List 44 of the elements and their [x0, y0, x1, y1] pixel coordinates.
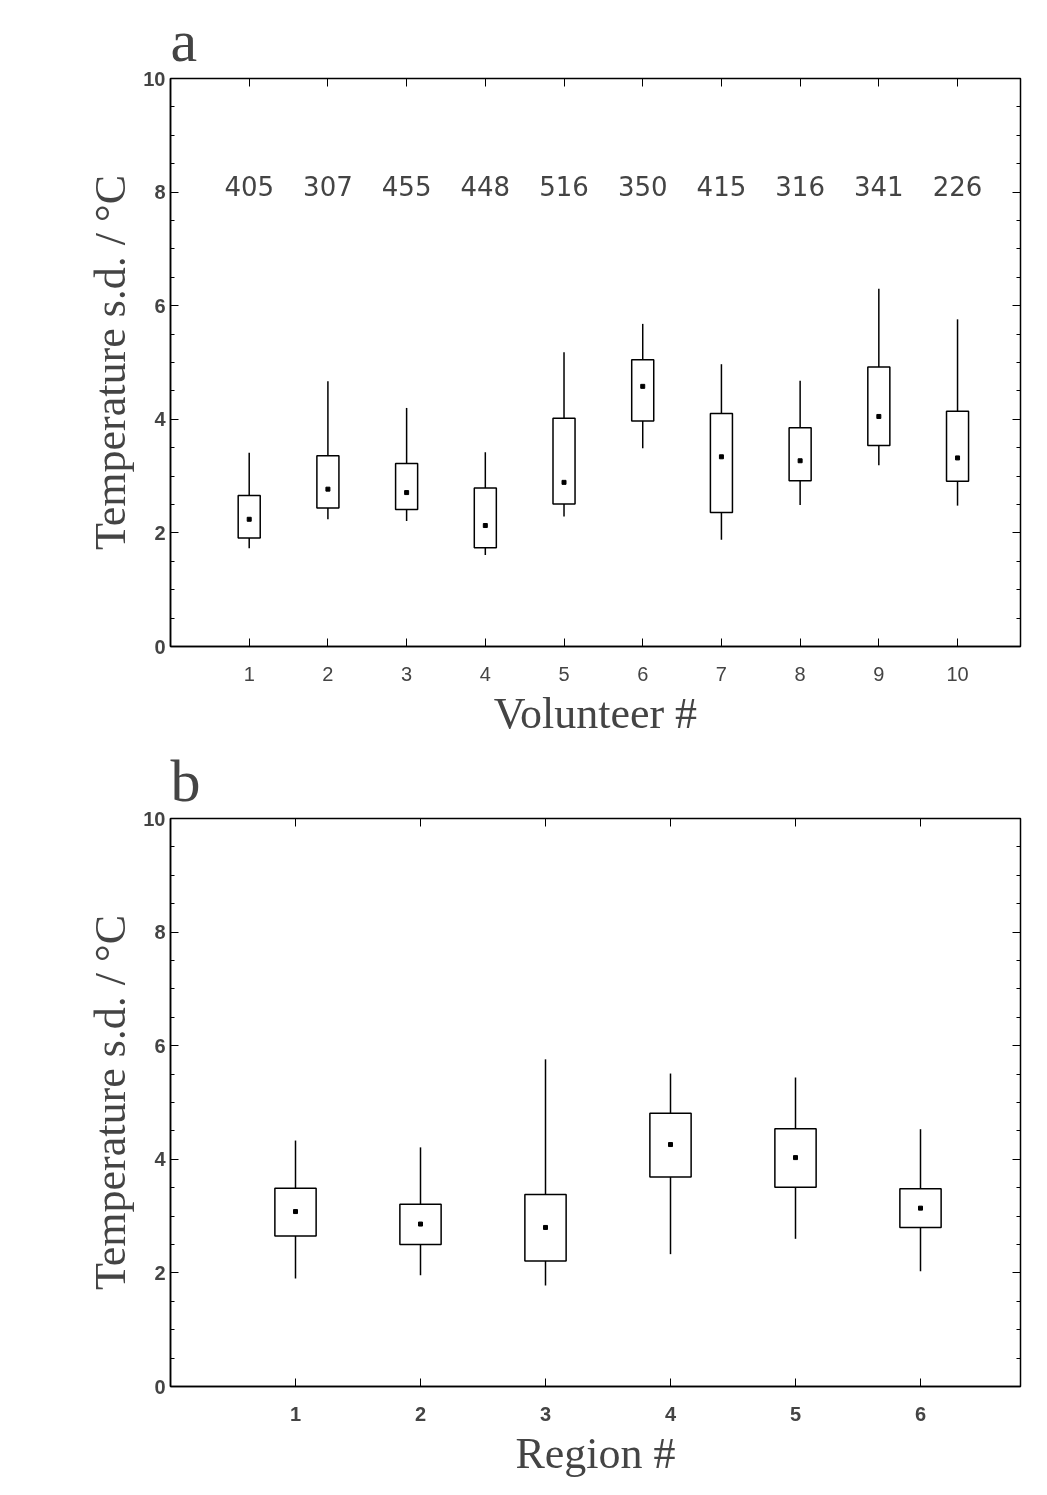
- x-tick-label: 6: [637, 662, 649, 685]
- annotation: 516: [539, 172, 589, 203]
- annotation: 341: [854, 172, 904, 203]
- annotation: 415: [696, 172, 747, 203]
- y-tick-label: 2: [154, 521, 166, 544]
- y-tick-label: 10: [143, 67, 166, 90]
- y-tick-label: 0: [154, 635, 166, 658]
- annotation: 316: [775, 172, 825, 203]
- x-tick-label: 1: [289, 1402, 302, 1425]
- x-tick-label: 3: [539, 1402, 552, 1425]
- x-tick-label: 2: [414, 1402, 427, 1425]
- x-tick-label: 4: [664, 1402, 677, 1425]
- y-tick-label: 2: [154, 1261, 166, 1284]
- y-tick-label: 8: [154, 181, 166, 204]
- y-tick-label: 0: [154, 1375, 166, 1398]
- annotation: 307: [303, 172, 353, 203]
- x-tick-label: 1: [243, 662, 255, 685]
- x-tick-label: 8: [794, 662, 806, 685]
- y-tick-label: 4: [154, 408, 167, 431]
- x-tick-label: 9: [873, 662, 885, 685]
- annotation: 405: [224, 172, 275, 203]
- x-tick-label: 5: [558, 662, 570, 685]
- x-tick-label: 4: [479, 662, 491, 685]
- x-tick-label: 2: [322, 662, 334, 685]
- chart-title: b: [170, 747, 201, 814]
- x-tick-label: 5: [789, 1402, 802, 1425]
- x-tick-label: 3: [401, 662, 413, 685]
- y-tick-label: 8: [154, 921, 166, 944]
- annotation: 448: [460, 172, 511, 203]
- y-axis-title: Temperature s.d. / °C: [86, 915, 136, 1290]
- annotation: 226: [932, 172, 983, 203]
- y-tick-label: 4: [154, 1148, 167, 1171]
- annotation: 350: [617, 172, 668, 203]
- x-axis-title: Region #: [515, 1428, 676, 1478]
- x-axis-title: Volunteer #: [493, 688, 698, 738]
- annotation: 455: [381, 172, 432, 203]
- y-axis-title: Temperature s.d. / °C: [86, 175, 136, 550]
- chart-title: a: [170, 7, 198, 74]
- x-tick-label: 6: [914, 1402, 927, 1425]
- y-tick-label: 6: [154, 294, 166, 317]
- y-tick-label: 6: [154, 1034, 166, 1057]
- x-tick-label: 7: [715, 662, 727, 685]
- y-tick-label: 10: [143, 807, 166, 830]
- x-tick-label: 10: [946, 662, 969, 685]
